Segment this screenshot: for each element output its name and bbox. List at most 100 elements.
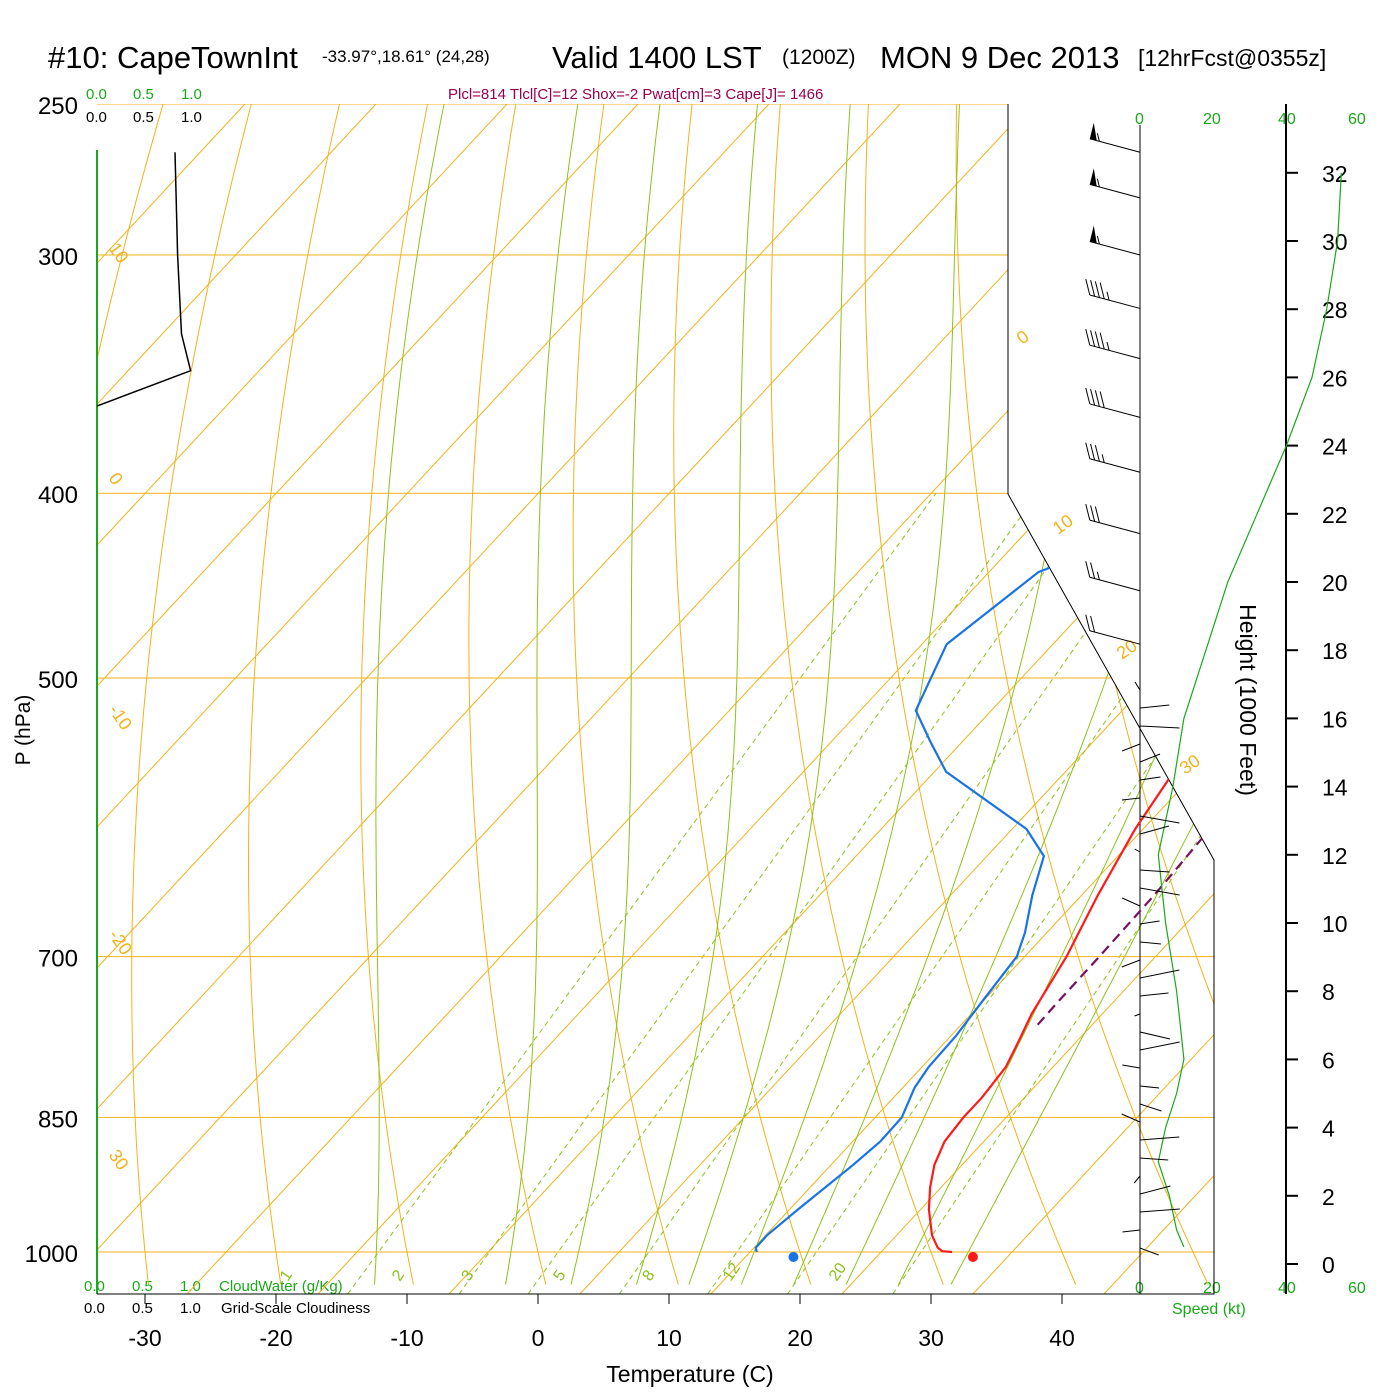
isotherm-line bbox=[186, 104, 1214, 1294]
wind-barb-flag bbox=[1094, 331, 1100, 348]
cloud-top-black-2: 1.0 bbox=[181, 109, 202, 126]
wind-barb-half-flag bbox=[1096, 178, 1100, 187]
height-tick-label: 0 bbox=[1322, 1252, 1335, 1278]
height-tick-label: 10 bbox=[1322, 911, 1348, 937]
low-level-wind-barb bbox=[1139, 869, 1170, 873]
pressure-tick-label: 250 bbox=[38, 93, 78, 120]
cloud-scale-bottom: 0.0 0.5 1.0 CloudWater (g/Kg) 0.0 0.5 1.… bbox=[84, 1278, 370, 1317]
wind-barb-flag bbox=[1085, 561, 1091, 578]
low-level-wind-barb bbox=[1139, 1031, 1171, 1040]
mixing-ratio-label: 20 bbox=[826, 1260, 850, 1284]
x-tick-label: 10 bbox=[656, 1325, 682, 1351]
height-axis-title: Height (1000 Feet) bbox=[1235, 604, 1261, 796]
cloud-bottom-black-0: 0.0 bbox=[84, 1300, 105, 1317]
wind-barb-flag bbox=[1090, 280, 1096, 297]
moist-adiabat bbox=[570, 104, 661, 1285]
wind-barb-shaft bbox=[1089, 183, 1141, 199]
mixing-ratio-line bbox=[458, 492, 1039, 1294]
x-tick-label: 0 bbox=[532, 1325, 545, 1351]
wind-barb-flag bbox=[1090, 562, 1096, 579]
cloud-scale-top: 0.0 0.5 1.0 0.0 0.5 1.0 bbox=[86, 86, 202, 126]
low-level-wind-barb bbox=[1139, 920, 1160, 925]
low-level-wind-barb bbox=[1122, 1229, 1141, 1233]
moist-adiabat bbox=[636, 104, 758, 1285]
wind-barb-flag bbox=[1085, 504, 1091, 521]
cloud-bottom-black-2: 1.0 bbox=[180, 1300, 201, 1317]
wind-barb-flag bbox=[1085, 442, 1091, 459]
height-tick-label: 6 bbox=[1322, 1047, 1335, 1073]
plot-border bbox=[97, 104, 1215, 1295]
wind-barb-half-flag bbox=[1106, 341, 1110, 351]
cloud-bottom-green-0: 0.0 bbox=[84, 1278, 105, 1295]
isotherm-line bbox=[710, 104, 1214, 1294]
speed-bottom-tick-1: 20 bbox=[1203, 1280, 1221, 1297]
low-level-wind-barb bbox=[1134, 1013, 1141, 1017]
height-tick-label: 18 bbox=[1322, 638, 1348, 664]
low-level-wind-barb bbox=[1139, 1185, 1171, 1195]
pressure-tick-label: 850 bbox=[38, 1106, 78, 1133]
cloud-bottom-green-2: 1.0 bbox=[180, 1278, 201, 1295]
forecast-date: MON 9 Dec 2013 bbox=[880, 40, 1120, 75]
speed-top-tick-3: 60 bbox=[1348, 111, 1366, 128]
moist-adiabat bbox=[688, 104, 851, 1285]
height-tick-label: 26 bbox=[1322, 365, 1348, 391]
mixing-ratio-label: 8 bbox=[640, 1267, 659, 1284]
low-level-wind-barb bbox=[1121, 797, 1141, 801]
wind-barb-shaft bbox=[1089, 519, 1141, 535]
isotherm-line bbox=[579, 104, 1214, 1294]
dewpoint-surface-marker bbox=[788, 1252, 799, 1262]
height-tick-label: 12 bbox=[1322, 843, 1348, 869]
wind-barb-flag bbox=[1090, 443, 1096, 461]
dry-adiabat-label: 10 bbox=[105, 239, 133, 267]
height-tick-label: 30 bbox=[1322, 229, 1348, 255]
wind-barb-shaft bbox=[1089, 344, 1141, 360]
dry-adiabat-label: -10 bbox=[105, 701, 136, 734]
low-level-wind-barb bbox=[1139, 1103, 1162, 1112]
moist-adiabat bbox=[950, 104, 1214, 1285]
isotherm-line bbox=[841, 104, 1214, 1294]
low-level-wind-barb bbox=[1133, 1175, 1141, 1184]
valid-time: Valid 1400 LST bbox=[552, 40, 762, 75]
station-location: -33.97°,18.61° (24,28) bbox=[322, 47, 490, 66]
low-level-wind-barb bbox=[1139, 725, 1180, 729]
height-tick-label: 20 bbox=[1322, 570, 1348, 596]
isotherm-line bbox=[1366, 104, 1400, 1294]
wind-barb bbox=[1089, 168, 1141, 199]
mixing-ratio-label: 2 bbox=[389, 1267, 408, 1284]
low-level-wind-barb bbox=[1139, 1136, 1180, 1141]
dry-adiabat bbox=[248, 104, 348, 1285]
low-level-wind-barb bbox=[1121, 743, 1141, 752]
mixing-ratio-line bbox=[527, 492, 1102, 1294]
isotherm-line bbox=[317, 104, 1214, 1294]
forecast-run: [12hrFcst@0355z] bbox=[1138, 45, 1326, 71]
wind-panel bbox=[1085, 122, 1342, 1256]
cloudiness-line bbox=[97, 152, 192, 407]
pressure-tick-label: 500 bbox=[38, 667, 78, 694]
low-level-wind-barb bbox=[1139, 992, 1169, 997]
dry-adiabat bbox=[1306, 70, 1400, 1284]
wind-barb bbox=[1085, 561, 1141, 592]
x-tick-label: -30 bbox=[128, 1325, 161, 1351]
low-level-wind-barb bbox=[1134, 848, 1141, 853]
wind-barb-shaft bbox=[1089, 241, 1141, 256]
wind-barb-flag bbox=[1094, 281, 1100, 298]
pressure-tick-label: 300 bbox=[38, 244, 78, 271]
wind-barb-flag bbox=[1090, 615, 1096, 633]
speed-top-tick-1: 20 bbox=[1203, 111, 1221, 128]
height-tick-label: 16 bbox=[1322, 706, 1348, 732]
mixing-ratio-line bbox=[892, 492, 1214, 1294]
low-level-wind-barb bbox=[1139, 887, 1180, 896]
mixing-ratio-line bbox=[347, 492, 937, 1294]
x-tick-label: 30 bbox=[918, 1325, 944, 1351]
low-level-wind-barb bbox=[1139, 753, 1161, 763]
wind-barb-pennant bbox=[1089, 122, 1097, 141]
height-tick-label: 22 bbox=[1322, 502, 1348, 528]
cloud-bottom-black-1: 0.5 bbox=[132, 1300, 153, 1317]
moist-adiabat bbox=[898, 104, 1214, 1285]
wind-barb bbox=[1085, 442, 1141, 473]
wind-barb-shaft bbox=[1089, 458, 1141, 473]
stability-indices: Plcl=814 Tlcl[C]=12 Shox=-2 Pwat[cm]=3 C… bbox=[448, 86, 823, 103]
wind-barb-half-flag bbox=[1106, 291, 1110, 300]
cloud-top-black-1: 0.5 bbox=[133, 109, 154, 126]
